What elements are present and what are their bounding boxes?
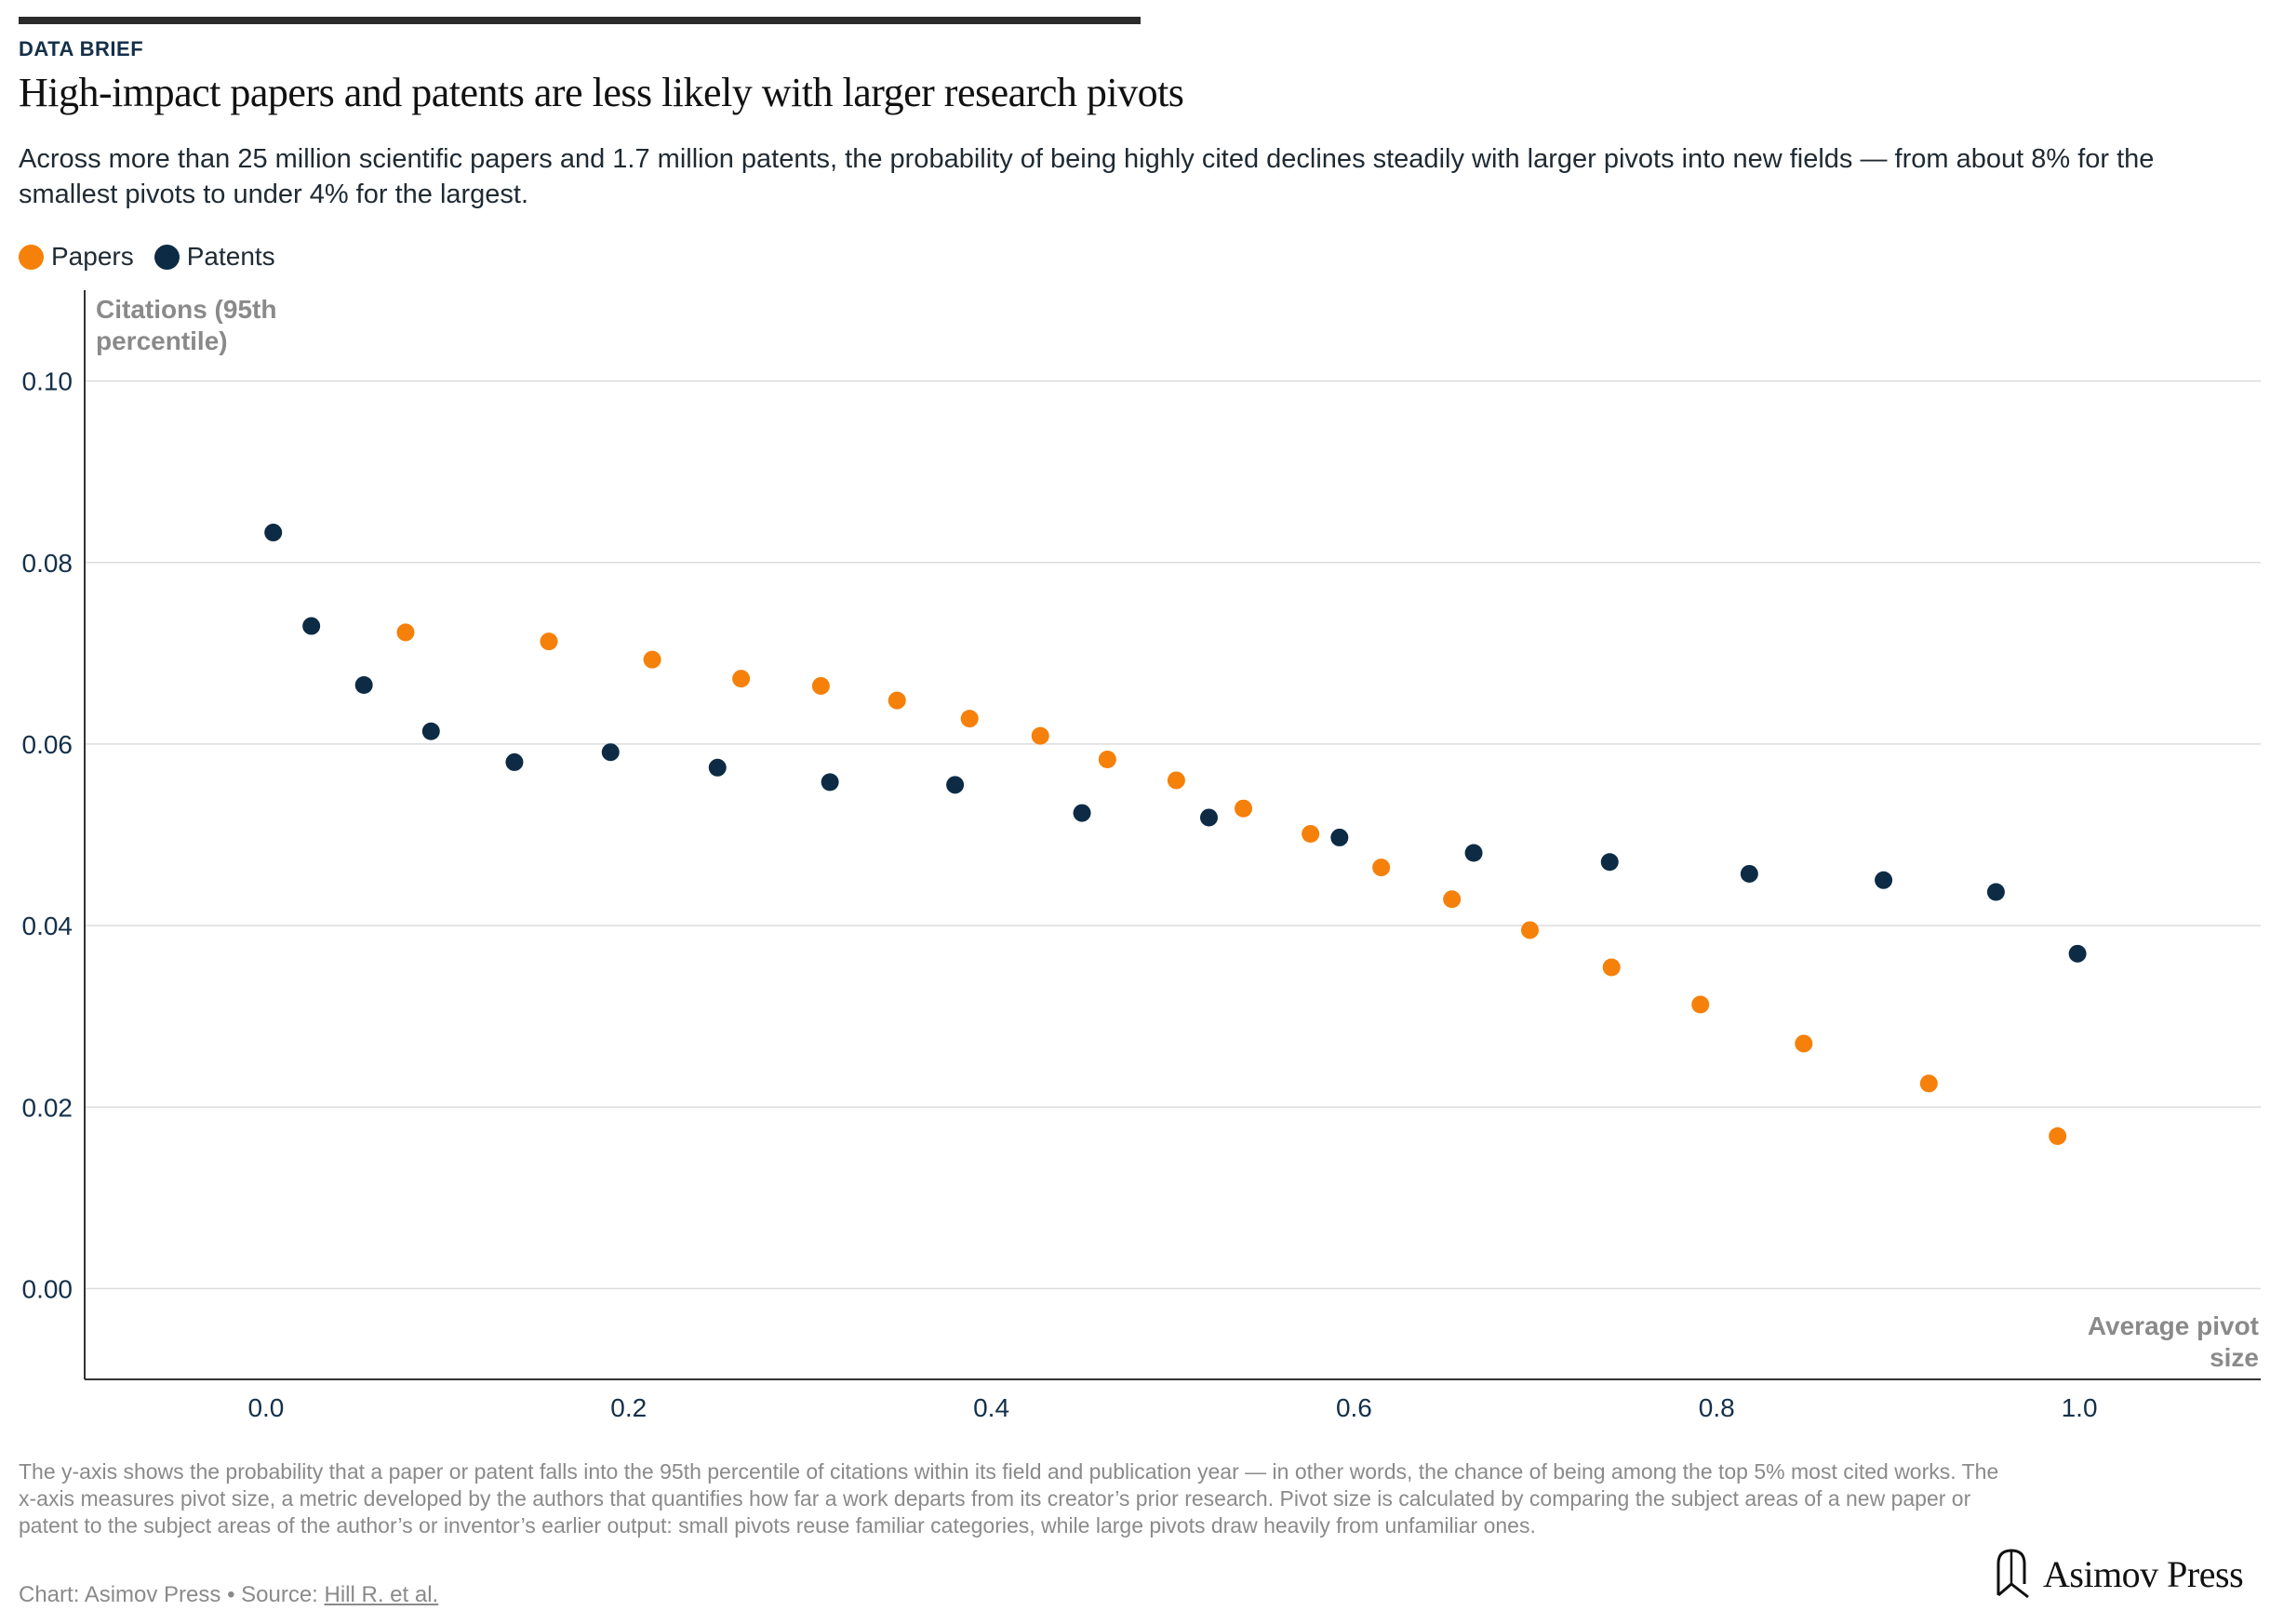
- data-point-papers[interactable]: [1167, 771, 1185, 790]
- chart-subtitle: Across more than 25 million scientific p…: [19, 144, 2155, 209]
- data-point-patents[interactable]: [1600, 853, 1619, 872]
- x-tick-label: 0.6: [1336, 1393, 1372, 1422]
- data-point-papers[interactable]: [960, 710, 979, 728]
- legend-swatch-patents: [154, 244, 180, 270]
- data-point-papers[interactable]: [811, 676, 830, 695]
- x-tick-label: 0.2: [610, 1393, 647, 1422]
- legend-item-patents[interactable]: Patents: [154, 242, 275, 272]
- top-rule: [19, 17, 1141, 24]
- scatter-chart: 0.00 0.02 0.04 0.06 0.08 0.10 0.0 0.2 0.4 0.6 0.8 1…: [22, 290, 2261, 1422]
- data-point-papers[interactable]: [2049, 1126, 2067, 1145]
- y-tick-label: 0.00: [22, 1274, 73, 1303]
- data-point-patents[interactable]: [302, 617, 321, 635]
- chart-title: High-impact papers and patents are less …: [19, 70, 1184, 115]
- source-link[interactable]: Hill R. et al.: [324, 1582, 439, 1607]
- data-point-patents[interactable]: [354, 675, 373, 694]
- chart-credit: Chart: Asimov Press • Source: Hill R. et…: [19, 1582, 438, 1608]
- data-point-papers[interactable]: [643, 650, 661, 669]
- data-point-patents[interactable]: [601, 743, 620, 762]
- data-point-papers[interactable]: [540, 632, 558, 651]
- data-point-patents[interactable]: [2068, 944, 2087, 963]
- x-tick-label: 0.4: [973, 1393, 1009, 1422]
- data-point-patents[interactable]: [1740, 864, 1758, 883]
- brand-name: Asimov Press: [2043, 1552, 2244, 1595]
- legend-swatch-papers: [19, 244, 44, 270]
- data-point-patents[interactable]: [505, 752, 524, 771]
- y-tick-label: 0.10: [22, 367, 73, 396]
- data-point-papers[interactable]: [1919, 1074, 1938, 1093]
- data-point-papers[interactable]: [1235, 799, 1253, 818]
- data-point-patents[interactable]: [708, 758, 727, 777]
- data-point-papers[interactable]: [396, 623, 415, 642]
- data-point-patents[interactable]: [1464, 844, 1483, 862]
- legend-label-papers: Papers: [51, 242, 134, 271]
- data-point-patents[interactable]: [421, 722, 440, 740]
- credit-prefix: Chart: Asimov Press • Source:: [19, 1582, 325, 1607]
- data-point-patents[interactable]: [1875, 871, 1893, 889]
- data-point-patents[interactable]: [1986, 883, 2005, 901]
- methodology-note: The y-axis shows the probability that a …: [19, 1459, 1999, 1537]
- data-point-papers[interactable]: [1443, 890, 1462, 909]
- x-tick-label: 0.8: [1699, 1393, 1735, 1422]
- x-tick-label: 0.0: [247, 1393, 284, 1422]
- data-point-papers[interactable]: [1302, 825, 1320, 844]
- legend-item-papers[interactable]: Papers: [19, 242, 134, 272]
- x-axis-title: Average pivot size: [2088, 1311, 2259, 1372]
- data-point-patents[interactable]: [1330, 828, 1349, 846]
- data-point-papers[interactable]: [1031, 726, 1049, 745]
- data-point-papers[interactable]: [1795, 1034, 1813, 1053]
- data-point-papers[interactable]: [1372, 859, 1391, 877]
- y-tick-label: 0.04: [22, 912, 73, 940]
- data-point-papers[interactable]: [1520, 921, 1539, 939]
- x-tick-label: 1.0: [2062, 1393, 2098, 1422]
- data-point-papers[interactable]: [1602, 958, 1621, 977]
- y-tick-label: 0.08: [22, 549, 73, 578]
- legend-label-patents: Patents: [186, 242, 275, 271]
- data-point-patents[interactable]: [264, 524, 283, 542]
- legend: Papers Patents: [19, 240, 296, 273]
- kicker: DATA BRIEF: [19, 37, 144, 60]
- y-tick-label: 0.06: [22, 730, 73, 759]
- data-point-patents[interactable]: [946, 776, 965, 794]
- y-axis-title: Citations (95th percentile): [96, 295, 276, 355]
- y-tick-label: 0.02: [22, 1093, 73, 1122]
- data-point-patents[interactable]: [1073, 804, 1091, 822]
- data-point-patents[interactable]: [1199, 808, 1218, 827]
- data-point-papers[interactable]: [1691, 995, 1710, 1014]
- data-point-papers[interactable]: [732, 670, 751, 688]
- data-point-patents[interactable]: [821, 773, 839, 792]
- asimov-press-logo-icon: [1996, 1549, 2029, 1599]
- brand-logo: Asimov Press: [1993, 1546, 2244, 1602]
- data-point-papers[interactable]: [1098, 751, 1116, 769]
- data-point-papers[interactable]: [888, 691, 906, 710]
